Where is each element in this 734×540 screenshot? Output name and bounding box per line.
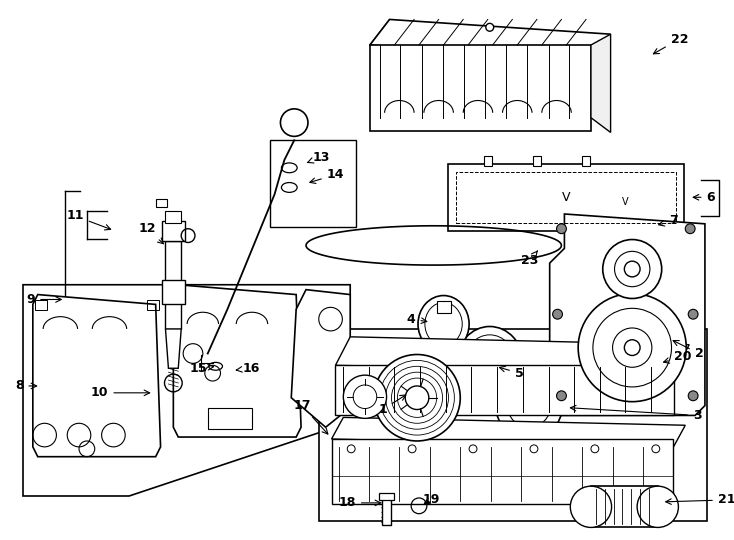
- Circle shape: [688, 309, 698, 319]
- Circle shape: [570, 486, 611, 528]
- Circle shape: [408, 445, 416, 453]
- Bar: [533, 156, 541, 166]
- Circle shape: [625, 340, 640, 355]
- Ellipse shape: [457, 327, 523, 400]
- Circle shape: [625, 261, 640, 277]
- Bar: [448, 164, 684, 231]
- Polygon shape: [173, 285, 301, 437]
- Text: 5: 5: [500, 366, 523, 380]
- Text: 15: 15: [189, 362, 214, 375]
- Bar: [591, 486, 658, 528]
- Polygon shape: [332, 417, 686, 447]
- Bar: [484, 156, 492, 166]
- Circle shape: [469, 445, 477, 453]
- Polygon shape: [23, 285, 350, 496]
- Circle shape: [591, 445, 599, 453]
- Text: 3: 3: [570, 406, 702, 422]
- Bar: [332, 439, 674, 504]
- Circle shape: [553, 309, 562, 319]
- Polygon shape: [591, 34, 611, 132]
- Bar: [147, 300, 159, 310]
- Text: 8: 8: [15, 380, 37, 393]
- Polygon shape: [550, 214, 705, 415]
- Bar: [165, 211, 181, 223]
- Circle shape: [344, 375, 387, 418]
- Circle shape: [374, 354, 460, 441]
- Circle shape: [686, 224, 695, 234]
- Circle shape: [530, 445, 538, 453]
- Text: 12: 12: [138, 222, 164, 244]
- Text: 6: 6: [693, 191, 715, 204]
- Bar: [335, 366, 675, 415]
- Bar: [437, 301, 451, 313]
- Text: 14: 14: [310, 168, 344, 184]
- Text: 4: 4: [407, 313, 426, 326]
- Circle shape: [688, 391, 698, 401]
- Bar: [370, 45, 591, 131]
- Text: 9: 9: [26, 293, 61, 306]
- Bar: [382, 498, 391, 525]
- Bar: [208, 408, 252, 429]
- Circle shape: [486, 23, 494, 31]
- Bar: [582, 156, 590, 166]
- Text: 11: 11: [66, 210, 111, 230]
- Polygon shape: [33, 294, 161, 457]
- Bar: [165, 240, 181, 329]
- Ellipse shape: [418, 295, 469, 353]
- Text: 10: 10: [91, 386, 150, 399]
- Bar: [161, 280, 185, 305]
- Text: 23: 23: [521, 251, 539, 267]
- Bar: [269, 140, 356, 227]
- Text: V: V: [562, 191, 570, 204]
- Polygon shape: [335, 337, 689, 372]
- Circle shape: [652, 445, 660, 453]
- Bar: [379, 493, 394, 500]
- Text: 17: 17: [294, 399, 328, 434]
- Circle shape: [603, 240, 661, 299]
- Text: 13: 13: [308, 151, 330, 164]
- Text: 18: 18: [338, 496, 381, 509]
- Text: 16: 16: [236, 362, 260, 375]
- Text: 20: 20: [664, 350, 691, 363]
- Bar: [156, 199, 167, 207]
- Text: 21: 21: [666, 494, 734, 507]
- Text: 7: 7: [658, 214, 678, 227]
- Text: 19: 19: [422, 494, 440, 507]
- Circle shape: [405, 386, 429, 409]
- Bar: [161, 221, 185, 240]
- Circle shape: [495, 372, 562, 439]
- Circle shape: [347, 445, 355, 453]
- Polygon shape: [291, 289, 350, 427]
- Circle shape: [578, 294, 686, 402]
- Circle shape: [556, 391, 567, 401]
- Text: V: V: [622, 197, 628, 207]
- Polygon shape: [370, 19, 611, 60]
- Text: 1: 1: [378, 395, 406, 416]
- Bar: [457, 172, 677, 223]
- Circle shape: [556, 224, 567, 234]
- Text: 2: 2: [673, 341, 703, 360]
- Circle shape: [637, 486, 678, 528]
- Bar: [34, 300, 46, 310]
- Polygon shape: [165, 329, 181, 368]
- Text: 22: 22: [653, 32, 688, 54]
- Bar: [319, 329, 707, 521]
